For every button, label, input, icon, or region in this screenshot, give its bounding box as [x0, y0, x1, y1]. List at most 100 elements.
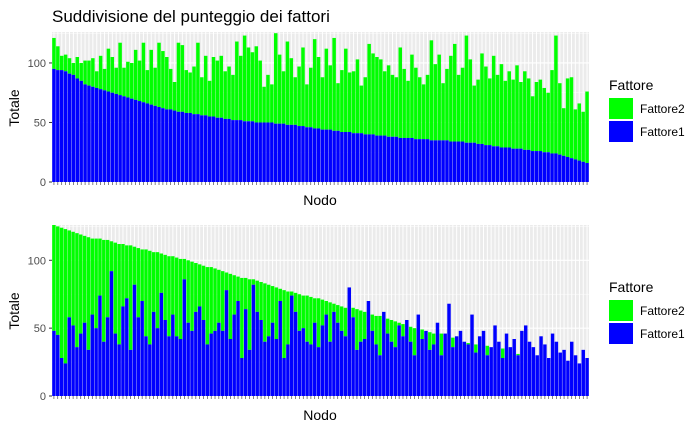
bar-fattore2 [250, 52, 255, 122]
bar-fattore2 [390, 74, 395, 137]
bar-fattore1 [240, 358, 244, 396]
bar-fattore1 [273, 123, 278, 182]
bar-fattore1 [282, 358, 286, 396]
bar-fattore1 [67, 73, 72, 182]
bar-fattore1 [102, 341, 106, 396]
bar-fattore2 [309, 67, 313, 128]
bar-fattore2 [507, 71, 511, 148]
bar-fattore2 [79, 62, 83, 81]
bar-fattore1 [236, 301, 240, 396]
bar-fattore1 [546, 152, 550, 182]
bar-fattore1 [213, 330, 217, 396]
bar-fattore2 [94, 71, 99, 88]
bar-fattore2 [205, 267, 210, 345]
bar-fattore1 [447, 303, 451, 396]
bar-fattore1 [489, 347, 493, 396]
bar-fattore2 [324, 301, 328, 315]
bar-fattore1 [491, 146, 496, 182]
bar-fattore1 [105, 317, 110, 396]
bar-fattore2 [355, 59, 360, 134]
bar-fattore1 [454, 336, 459, 396]
bar-fattore2 [439, 333, 444, 356]
bar-fattore1 [180, 111, 185, 182]
bar-fattore1 [355, 133, 360, 182]
bar-fattore1 [122, 96, 126, 182]
bar-fattore2 [137, 60, 142, 102]
bar-fattore2 [561, 108, 566, 156]
bar-fattore1 [535, 355, 539, 396]
bar-fattore2 [375, 57, 379, 136]
bar-fattore1 [405, 320, 409, 396]
bar-fattore1 [155, 328, 160, 396]
bar-fattore1 [149, 104, 153, 182]
bar-fattore1 [290, 295, 294, 396]
bar-fattore2 [389, 320, 394, 342]
bar-fattore1 [201, 320, 206, 396]
bar-fattore1 [428, 349, 432, 396]
bar-fattore1 [90, 314, 95, 396]
bar-fattore1 [320, 129, 325, 182]
legend-label-fattore1: Fattore1 [640, 125, 685, 139]
bar-fattore1 [520, 330, 524, 396]
bar-fattore1 [71, 325, 75, 396]
bar-fattore1 [63, 363, 68, 396]
bar-fattore1 [394, 136, 399, 182]
bar-fattore2 [59, 227, 64, 358]
bar-fattore1 [456, 141, 461, 182]
bar-fattore1 [188, 112, 192, 182]
bar-fattore1 [561, 155, 566, 182]
bar-fattore2 [316, 57, 321, 129]
bar-fattore2 [412, 328, 417, 356]
bar-fattore2 [328, 302, 332, 342]
bar-fattore1 [274, 339, 279, 396]
bar-fattore1 [497, 341, 501, 396]
bar-fattore2 [293, 292, 298, 312]
bar-fattore1 [87, 85, 91, 182]
bar-fattore1 [340, 132, 344, 182]
bar-fattore1 [197, 306, 202, 396]
bar-fattore1 [75, 78, 80, 182]
bar-fattore2 [488, 78, 492, 146]
bar-fattore1 [165, 109, 169, 182]
bar-fattore1 [56, 334, 60, 396]
y-axis: 0 50 100 [28, 58, 588, 189]
bar-fattore1 [414, 139, 418, 182]
bar-fattore2 [67, 58, 72, 74]
bar-fattore2 [197, 264, 202, 307]
bar-fattore2 [243, 277, 248, 310]
bar-fattore2 [421, 84, 426, 140]
bar-fattore2 [63, 229, 68, 364]
bar-fattore1 [476, 143, 480, 182]
bar-fattore1 [472, 142, 476, 182]
bar-fattore1 [554, 341, 559, 396]
bar-fattore2 [546, 92, 550, 153]
bar-fattore2 [503, 80, 508, 148]
bar-fattore2 [227, 66, 231, 119]
bar-fattore1 [205, 344, 210, 396]
bar-fattore2 [282, 290, 286, 358]
bar-fattore2 [200, 77, 204, 116]
bar-fattore2 [581, 111, 585, 162]
bar-fattore2 [420, 329, 424, 339]
bar-fattore1 [270, 122, 274, 182]
bar-fattore1 [569, 158, 574, 182]
x-axis-title: Nodo [303, 407, 337, 423]
bar-fattore1 [102, 90, 107, 182]
bar-fattore2 [94, 238, 98, 329]
bar-fattore2 [401, 324, 405, 337]
bar-fattore2 [52, 225, 56, 331]
bar-fattore2 [75, 57, 80, 79]
bar-fattore1 [309, 127, 313, 182]
bar-fattore1 [224, 290, 229, 396]
bar-fattore1 [558, 154, 562, 182]
bar-fattore2 [59, 55, 64, 71]
bar-fattore2 [313, 298, 317, 323]
bar-fattore2 [290, 291, 294, 296]
bar-fattore2 [90, 238, 95, 315]
bar-fattore1 [128, 349, 133, 396]
bar-fattore1 [470, 314, 474, 396]
y-tick-label: 100 [28, 255, 46, 267]
bar-fattore1 [255, 311, 259, 396]
bar-fattore2 [136, 248, 141, 318]
